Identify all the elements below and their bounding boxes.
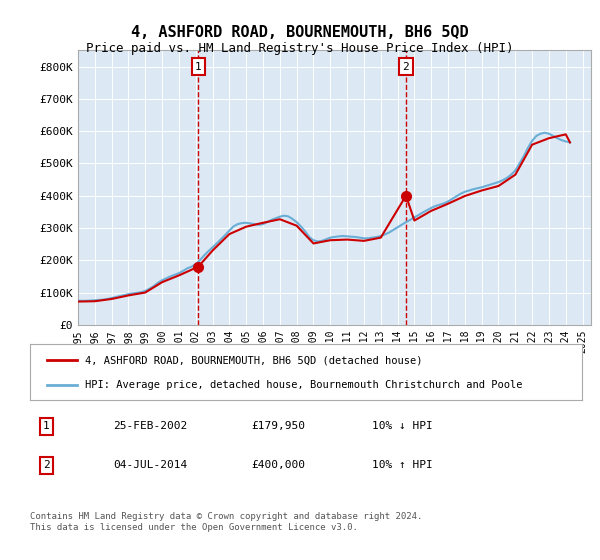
Text: 4, ASHFORD ROAD, BOURNEMOUTH, BH6 5QD (detached house): 4, ASHFORD ROAD, BOURNEMOUTH, BH6 5QD (d…: [85, 355, 422, 365]
Text: 25-FEB-2002: 25-FEB-2002: [113, 421, 187, 431]
Text: £400,000: £400,000: [251, 460, 305, 470]
Text: 2: 2: [43, 460, 50, 470]
Text: 10% ↓ HPI: 10% ↓ HPI: [372, 421, 433, 431]
Text: 1: 1: [195, 62, 202, 72]
Text: £179,950: £179,950: [251, 421, 305, 431]
Text: 04-JUL-2014: 04-JUL-2014: [113, 460, 187, 470]
Text: HPI: Average price, detached house, Bournemouth Christchurch and Poole: HPI: Average price, detached house, Bour…: [85, 380, 523, 390]
Text: 4, ASHFORD ROAD, BOURNEMOUTH, BH6 5QD: 4, ASHFORD ROAD, BOURNEMOUTH, BH6 5QD: [131, 25, 469, 40]
Text: 2: 2: [403, 62, 409, 72]
Text: 1: 1: [43, 421, 50, 431]
Text: 10% ↑ HPI: 10% ↑ HPI: [372, 460, 433, 470]
Text: Price paid vs. HM Land Registry's House Price Index (HPI): Price paid vs. HM Land Registry's House …: [86, 42, 514, 55]
Text: Contains HM Land Registry data © Crown copyright and database right 2024.
This d: Contains HM Land Registry data © Crown c…: [30, 512, 422, 532]
